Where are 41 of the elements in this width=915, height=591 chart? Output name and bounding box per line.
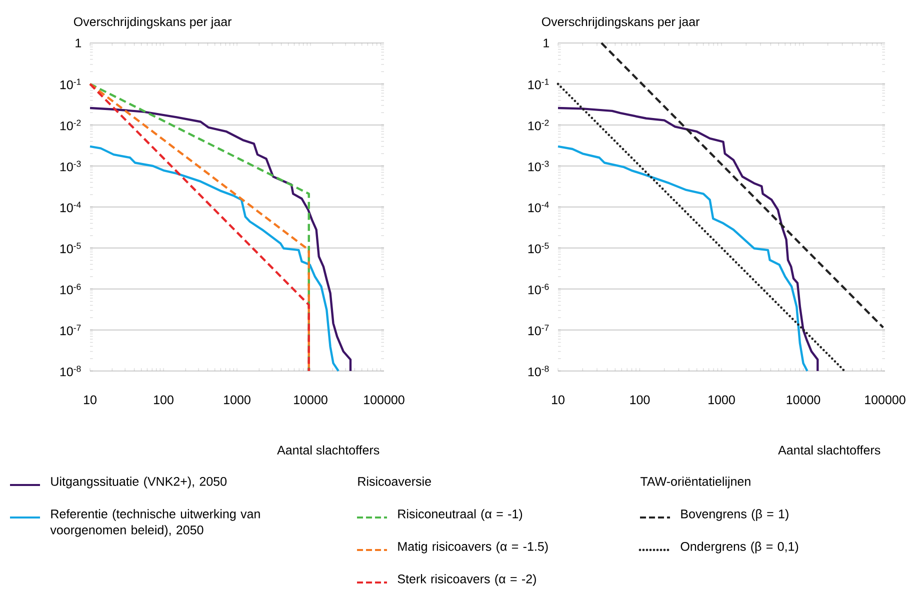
legend-label: Bovengrens (β = 1) <box>681 509 788 521</box>
y-tick-label: 10$^{-1}$ <box>528 78 549 90</box>
legend-label: Ondergrens (β = 0,1) <box>680 542 798 554</box>
x-tick-label: 100 <box>630 395 650 404</box>
y-tick-label: 10$^{-2}$ <box>60 120 81 130</box>
y-axis-title: Overschrijdingskans per jaar <box>542 16 700 29</box>
y-axis-title: Overschrijdingskans per jaar <box>74 16 232 29</box>
legend-title: Risicoaversie <box>358 476 431 486</box>
y-tick-label: 10$^{-3}$ <box>60 160 81 172</box>
x-tick-label: 100 <box>154 395 174 404</box>
y-tick-label: 10$^{-5}$ <box>60 242 81 254</box>
x-axis-title: Aantal slachtoffers <box>778 445 880 455</box>
x-tick-label: 100000 <box>364 395 404 404</box>
y-tick-label: 10$^{-7}$ <box>528 324 549 336</box>
y-tick-label: 1 <box>76 38 82 48</box>
y-tick-label: 10$^{-1}$ <box>60 78 81 90</box>
y-tick-label: 10$^{-4}$ <box>528 202 549 212</box>
y-tick-label: 10$^{-2}$ <box>528 120 549 130</box>
y-tick-label: 10$^{-5}$ <box>528 242 549 254</box>
legend-label: Referentie (technische uitwerking van voorgenomen beleid), 2050 <box>50 509 260 537</box>
y-tick-label: 10$^{-6}$ <box>60 284 81 294</box>
y-tick-label: 10$^{-7}$ <box>60 324 81 336</box>
legend-label: Matig risicoavers (α = -1.5) <box>398 542 548 554</box>
legend-title: TAW-oriëntatielijnen <box>640 476 750 488</box>
x-tick-label: 100000 <box>865 395 906 404</box>
y-tick-label: 1 <box>544 38 550 48</box>
y-tick-label: 10$^{-8}$ <box>60 366 81 376</box>
x-tick-label: 1000 <box>224 395 250 404</box>
y-tick-label: 10$^{-8}$ <box>528 366 549 376</box>
x-tick-label: 1000 <box>708 395 735 404</box>
x-tick-label: 10 <box>84 395 96 404</box>
x-tick-label: 10 <box>552 395 564 404</box>
x-tick-label: 10000 <box>786 395 820 404</box>
y-tick-label: 10$^{-4}$ <box>60 202 81 212</box>
legend-label: Uitgangssituatie (VNK2+), 2050 <box>51 476 227 488</box>
y-tick-label: 10$^{-6}$ <box>528 284 549 294</box>
y-tick-label: 10$^{-3}$ <box>528 160 549 172</box>
x-tick-label: 10000 <box>294 395 328 404</box>
legend-label: Risiconeutraal (α = -1) <box>398 509 522 521</box>
legend-label: Sterk risicoavers (α = -2) <box>398 574 536 586</box>
x-axis-title: Aantal slachtoffers <box>277 445 380 455</box>
